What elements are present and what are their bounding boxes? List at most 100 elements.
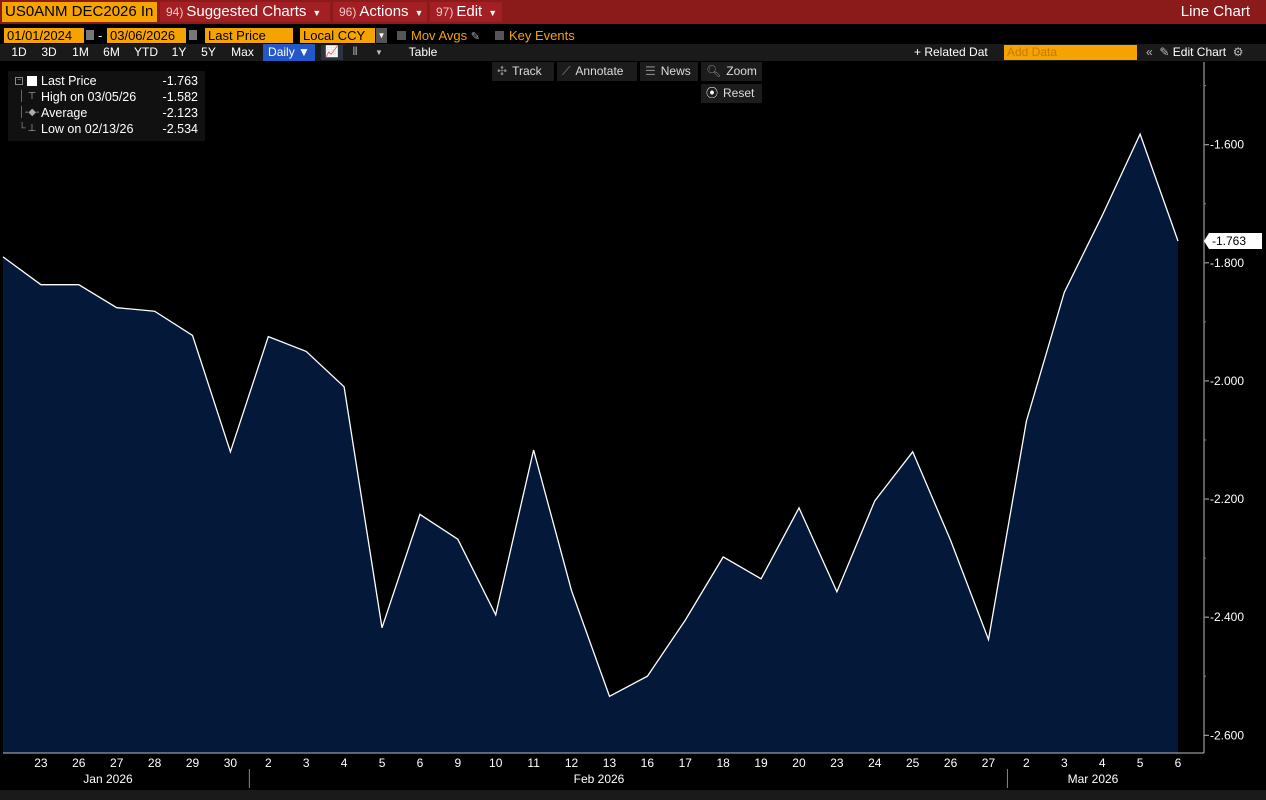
- high-marker-icon: ⊤: [27, 91, 37, 102]
- chevron-down-icon[interactable]: ▼: [375, 48, 383, 57]
- legend-value: -2.534: [162, 122, 198, 136]
- legend-value: -1.763: [162, 74, 198, 88]
- range-1y[interactable]: 1Y: [171, 45, 187, 59]
- legend-label: Average: [41, 106, 88, 120]
- actions-menu[interactable]: 96) Actions ▼: [333, 2, 427, 22]
- y-tick-label: -2.600: [1210, 728, 1244, 742]
- x-tick-label: 28: [148, 756, 162, 770]
- edit-chart-button[interactable]: « ✎ Edit Chart ⚙: [1146, 44, 1244, 61]
- x-tick-label: 6: [417, 756, 424, 770]
- range-1m[interactable]: 1M: [72, 45, 89, 59]
- x-tick-label: 30: [224, 756, 238, 770]
- series-line: [2, 132, 1179, 698]
- x-tick-label: 18: [716, 756, 730, 770]
- controls-row: 01/01/2024 - 03/06/2026 Last Price Local…: [0, 26, 1266, 44]
- x-tick-label: 2: [265, 756, 272, 770]
- legend-value: -2.123: [162, 106, 198, 120]
- edit-menu[interactable]: 97) Edit ▼: [430, 2, 502, 22]
- news-button[interactable]: ☰ News: [640, 62, 698, 81]
- chevron-down-icon[interactable]: ▼: [376, 28, 387, 43]
- start-date-field[interactable]: 01/01/2024: [4, 28, 84, 43]
- x-tick-label: 9: [454, 756, 461, 770]
- last-price-label: -1.763: [1212, 234, 1246, 248]
- annotate-button[interactable]: ⟋ Annotate: [557, 62, 637, 81]
- add-data-input[interactable]: Add Data: [1004, 45, 1137, 60]
- end-date-field[interactable]: 03/06/2026: [107, 28, 186, 43]
- x-tick-label: 4: [341, 756, 348, 770]
- tree-line-icon: └: [18, 123, 26, 134]
- x-tick-label: 20: [792, 756, 806, 770]
- legend-row-last-price[interactable]: − Last Price -1.763: [9, 73, 206, 89]
- reset-button[interactable]: ⦿ Reset: [701, 84, 762, 103]
- zoom-button[interactable]: 🔍︎ Zoom: [701, 62, 762, 81]
- line-chart-icon[interactable]: 📈: [321, 45, 343, 60]
- y-tick-label: -1.800: [1210, 256, 1244, 270]
- top-bar: US0ANM DEC2026 In 94) Suggested Charts ▼ 9…: [0, 0, 1266, 24]
- mov-avgs-checkbox[interactable]: [397, 31, 406, 40]
- chart-type-label[interactable]: Line Chart: [1180, 3, 1250, 20]
- x-tick-label: 5: [1137, 756, 1144, 770]
- zoom-label: Zoom: [726, 64, 757, 78]
- range-max[interactable]: Max: [231, 45, 254, 59]
- series-color-swatch: [27, 76, 37, 86]
- menu-number: 97): [436, 5, 454, 19]
- related-data-button[interactable]: + Related Dat: [914, 45, 988, 59]
- area-fill: [3, 134, 1178, 754]
- ticker-field[interactable]: US0ANM DEC2026 In: [2, 2, 157, 22]
- month-label: Feb 2026: [574, 772, 625, 786]
- track-button[interactable]: ✣ Track: [492, 62, 554, 81]
- y-tick-label: -2.400: [1210, 610, 1244, 624]
- range-5y[interactable]: 5Y: [201, 45, 216, 59]
- calendar-icon[interactable]: [189, 30, 197, 40]
- pencil-icon[interactable]: ✎: [470, 31, 480, 43]
- legend-value: -1.582: [162, 90, 198, 104]
- pencil-icon: ✎: [1159, 45, 1170, 59]
- x-tick-label: 2: [1023, 756, 1030, 770]
- gear-icon[interactable]: ⚙: [1232, 45, 1244, 59]
- double-chevron-left-icon[interactable]: «: [1146, 45, 1153, 59]
- x-tick-label: 25: [906, 756, 920, 770]
- calendar-icon[interactable]: [86, 30, 94, 40]
- candlestick-icon[interactable]: ⫴: [352, 46, 358, 58]
- collapse-icon[interactable]: −: [15, 77, 23, 85]
- legend-panel: − Last Price -1.763 │ ⊤ High on 03/05/26…: [8, 71, 205, 141]
- currency-select[interactable]: Local CCY: [300, 28, 375, 43]
- menu-number: 96): [339, 5, 357, 19]
- table-button[interactable]: Table: [408, 45, 438, 59]
- reset-icon: ⦿: [706, 86, 719, 100]
- menu-number: 94): [166, 5, 184, 19]
- bottom-scrollbar: [0, 790, 1266, 800]
- pencil-icon: ⟋: [562, 64, 571, 78]
- y-axis: -1.600 -1.800 -2.000 -2.200 -2.400 -2.600 -1.7…: [1203, 62, 1262, 753]
- key-events-label[interactable]: Key Events: [509, 28, 575, 43]
- news-label: News: [660, 64, 691, 78]
- news-icon: ☰: [645, 64, 656, 78]
- edit-chart-label: Edit Chart: [1172, 45, 1227, 59]
- x-tick-label: 24: [868, 756, 882, 770]
- last-price-marker: [1204, 232, 1262, 249]
- legend-row-average: │ -◆- Average -2.123: [9, 105, 206, 121]
- frequency-select[interactable]: Daily ▼: [263, 44, 315, 61]
- range-6m[interactable]: 6M: [103, 45, 120, 59]
- month-label: Jan 2026: [83, 772, 133, 786]
- key-events-checkbox[interactable]: [495, 31, 504, 40]
- mov-avgs-label[interactable]: Mov Avgs ✎: [411, 28, 480, 43]
- x-tick-label: 19: [754, 756, 768, 770]
- range-1d[interactable]: 1D: [11, 45, 27, 59]
- suggested-charts-menu[interactable]: 94) Suggested Charts ▼: [160, 2, 330, 22]
- x-tick-label: 17: [679, 756, 693, 770]
- legend-label: High on 03/05/26: [41, 90, 137, 104]
- x-tick-label: 26: [72, 756, 86, 770]
- x-tick-label: 11: [527, 756, 540, 770]
- plot-layer: [2, 132, 1179, 754]
- range-3d[interactable]: 3D: [41, 45, 57, 59]
- legend-label: Last Price: [41, 74, 97, 88]
- month-label: Mar 2026: [1068, 772, 1119, 786]
- annotate-label: Annotate: [575, 64, 624, 78]
- menu-label: Edit: [456, 3, 483, 20]
- field-select[interactable]: Last Price: [205, 28, 293, 43]
- range-ytd[interactable]: YTD: [134, 45, 158, 59]
- chevron-down-icon: ▼: [488, 8, 498, 18]
- range-row: 1D 3D 1M 6M YTD 1Y 5Y Max Daily ▼ 📈 ⫴ ▼ …: [0, 44, 1266, 61]
